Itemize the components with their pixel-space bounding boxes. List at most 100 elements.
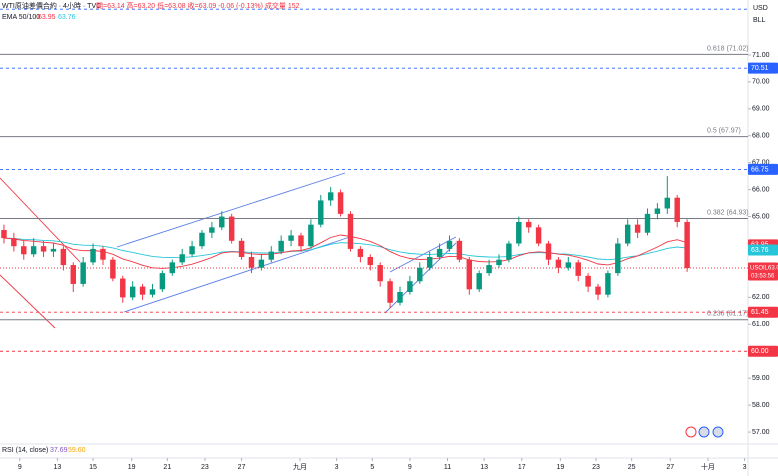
currency: USD: [753, 5, 768, 12]
price-badge-label: 61.45: [751, 309, 769, 316]
drawings: [0, 172, 457, 329]
last-symbol: USOIL: [750, 266, 769, 272]
candle-body: [496, 259, 502, 266]
rsi-value: 59.60: [68, 447, 86, 454]
candle-body: [268, 251, 275, 260]
x-tick-label: 5: [370, 464, 374, 471]
candle-body: [110, 259, 116, 279]
candle-body: [516, 221, 522, 244]
fib-label: 0.5 (67.97): [707, 127, 741, 134]
candle-body: [60, 248, 67, 266]
candle-body: [50, 248, 57, 252]
candle-body: [595, 286, 601, 295]
x-tick-label: 23: [592, 464, 600, 471]
x-tick-label: 十月: [701, 462, 715, 471]
candle-body: [1, 230, 7, 239]
candle-body: [347, 213, 354, 249]
countdown: 03:53:56: [751, 274, 775, 280]
x-tick-label: 21: [163, 464, 171, 471]
ema-label: EMA 50/100: [2, 14, 40, 21]
price-badge: [748, 62, 778, 74]
fib-label: 0.382 (64.93): [707, 209, 749, 216]
candle-body: [308, 224, 314, 247]
candle-body: [555, 259, 562, 268]
x-tick-label: 23: [201, 464, 209, 471]
symbol-header: WTI原油差價合約 · 4小時 · TVC: [2, 1, 101, 10]
x-tick-label: 19: [556, 464, 564, 471]
fib-label: 0.236 (61.17): [707, 311, 749, 318]
candle-body: [446, 240, 453, 249]
y-tick-label: 59.00: [752, 375, 770, 382]
last-price: 63.09: [768, 266, 778, 272]
price-badge-label: 66.75: [751, 166, 769, 173]
x-tick-label: 13: [54, 464, 62, 471]
x-tick-label: 27: [238, 464, 246, 471]
event-icon[interactable]: [698, 426, 710, 438]
x-tick-label: 3: [335, 464, 339, 471]
candle-body: [298, 235, 304, 247]
candle-body: [179, 254, 185, 263]
x-tick-label: 9: [408, 464, 412, 471]
candle-body: [387, 281, 393, 303]
candle-body: [248, 256, 255, 268]
event-icon[interactable]: [712, 426, 724, 438]
event-icon[interactable]: [685, 426, 697, 438]
candle-body: [189, 246, 195, 255]
ema-line: [3, 237, 688, 261]
trend-line: [0, 274, 56, 329]
candle-body: [90, 248, 96, 263]
candle-body: [506, 243, 512, 260]
y-tick-label: 66.00: [752, 186, 770, 193]
candle-body: [149, 289, 156, 295]
candle-body: [120, 278, 126, 298]
candle-body: [605, 273, 611, 295]
x-tick-label: 25: [628, 464, 636, 471]
candle-body: [21, 246, 27, 255]
candle-body: [357, 248, 364, 257]
candle-body: [139, 286, 146, 295]
candle-body: [238, 240, 245, 257]
x-tick-label: 17: [518, 464, 526, 471]
x-tick-label: 15: [89, 464, 97, 471]
candle-body: [199, 232, 205, 247]
y-tick-label: 69.00: [752, 106, 770, 113]
last-price-badge: [748, 262, 778, 281]
y-tick-label: 62.00: [752, 294, 770, 301]
candle-body: [377, 265, 383, 282]
candle-body: [525, 221, 532, 228]
candle-body: [258, 259, 265, 268]
candle-body: [674, 197, 680, 222]
y-tick-label: 58.00: [752, 402, 770, 409]
candle-body: [288, 235, 294, 241]
candle-body: [129, 286, 136, 298]
candle-body: [70, 265, 76, 284]
candle-body: [417, 267, 423, 282]
candle-body: [209, 227, 215, 233]
candle-body: [278, 240, 284, 252]
candle-body: [159, 273, 166, 290]
rsi-label: RSI (14, close): [2, 447, 48, 454]
candle-body: [228, 216, 235, 241]
candle-body: [436, 248, 443, 257]
trend-line: [0, 177, 81, 263]
price-badge-label: 70.51: [751, 65, 769, 72]
candle-body: [407, 281, 413, 292]
price-badge: [748, 163, 778, 175]
candle-body: [327, 192, 334, 201]
candle-body: [219, 216, 225, 228]
candle-body: [654, 208, 661, 214]
candle-body: [585, 275, 591, 287]
candle-body: [40, 246, 47, 252]
x-tick-label: 11: [444, 464, 451, 471]
candle-body: [426, 256, 433, 268]
candle-body: [367, 256, 374, 266]
y-tick-label: 65.00: [752, 213, 770, 220]
ema50-value: 63.95: [38, 14, 56, 21]
candle-body: [684, 221, 690, 269]
candle-body: [100, 248, 106, 260]
x-tick-label: 九月: [293, 462, 307, 471]
y-tick-label: 57.00: [752, 429, 770, 436]
x-tick-label: 9: [18, 464, 22, 471]
x-tick-label: 3: [743, 464, 747, 471]
